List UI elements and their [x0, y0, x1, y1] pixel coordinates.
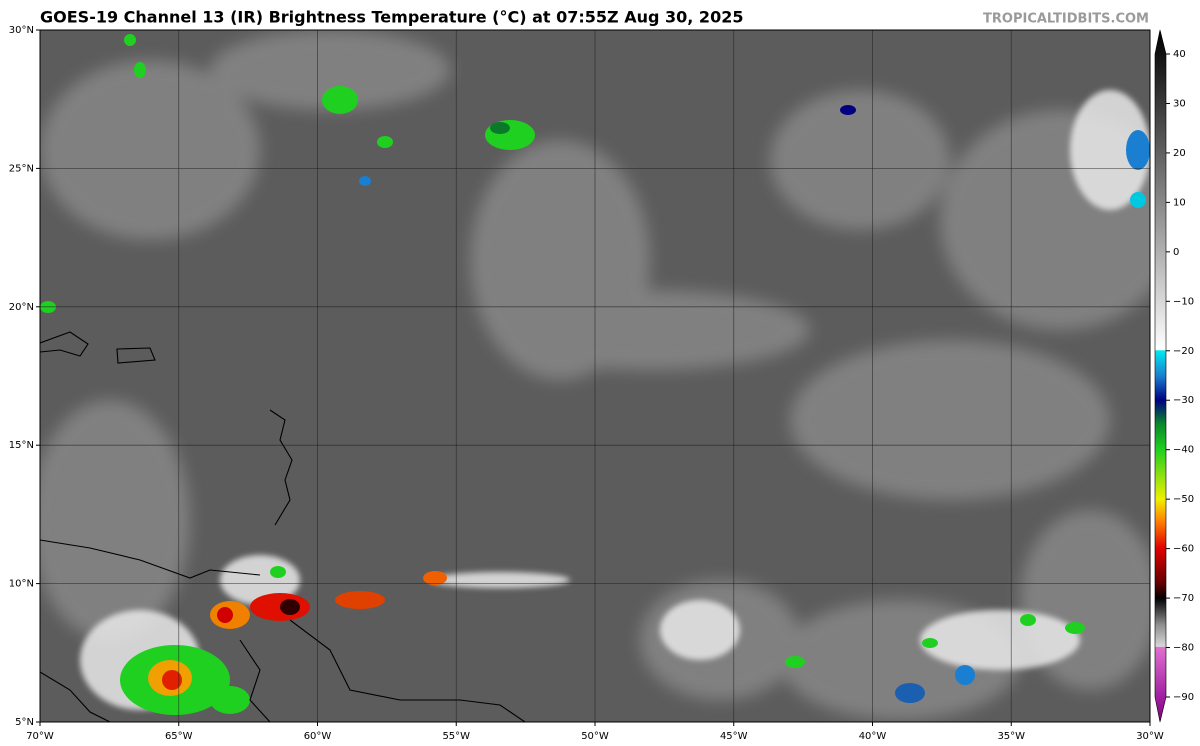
colorbar [1154, 29, 1167, 723]
colorbar-tick-label: −90 [1173, 692, 1194, 703]
colorbar-tick-label: −20 [1173, 346, 1194, 357]
source-watermark: TROPICALTIDBITS.COM [983, 12, 1149, 27]
longitude-label: 40°W [859, 731, 887, 742]
colorbar-tick-label: 30 [1173, 98, 1186, 109]
longitude-label: 50°W [581, 731, 609, 742]
colorbar-tick-label: 20 [1173, 148, 1186, 159]
latitude-label: 30°N [9, 25, 34, 36]
title: GOES-19 Channel 13 (IR) Brightness Tempe… [40, 8, 743, 27]
longitude-label: 30°W [1136, 731, 1164, 742]
latitude-label: 25°N [9, 163, 34, 174]
graticule: 30°N 25°N 20°N 15°N 10°N 5°N 70°W 65°W 60°W 55°W 5… [9, 25, 1164, 742]
colorbar-tick-label: −70 [1173, 593, 1194, 604]
satellite-image [40, 30, 1150, 722]
latitude-label: 5°N [15, 717, 34, 728]
colorbar-tick-label: −50 [1173, 494, 1194, 505]
latitude-label: 20°N [9, 302, 34, 313]
longitude-label: 45°W [720, 731, 748, 742]
longitude-label: 35°W [997, 731, 1025, 742]
longitude-label: 65°W [165, 731, 193, 742]
map-frame [39, 29, 1151, 723]
longitude-label: 60°W [304, 731, 332, 742]
longitude-label: 70°W [26, 731, 54, 742]
colorbar-tick-label: −40 [1173, 445, 1194, 456]
colorbar-tick-label: −10 [1173, 296, 1194, 307]
colorbar-tick-label: −60 [1173, 544, 1194, 555]
colorbar-tick-label: −80 [1173, 643, 1194, 654]
latitude-label: 15°N [9, 440, 34, 451]
colorbar-ticks: 40 30 20 10 0 −10 −20 −30 −40 −50 −60 −70 −80 −90 [1166, 49, 1194, 703]
colorbar-tick-label: 10 [1173, 197, 1186, 208]
colorbar-tick-label: 0 [1173, 247, 1179, 258]
coastlines [40, 331, 526, 722]
colorbar-tick-label: 40 [1173, 49, 1186, 60]
cold-cloud-tops [40, 34, 1150, 715]
colorbar-tick-label: −30 [1173, 395, 1194, 406]
longitude-label: 55°W [442, 731, 470, 742]
latitude-label: 10°N [9, 579, 34, 590]
